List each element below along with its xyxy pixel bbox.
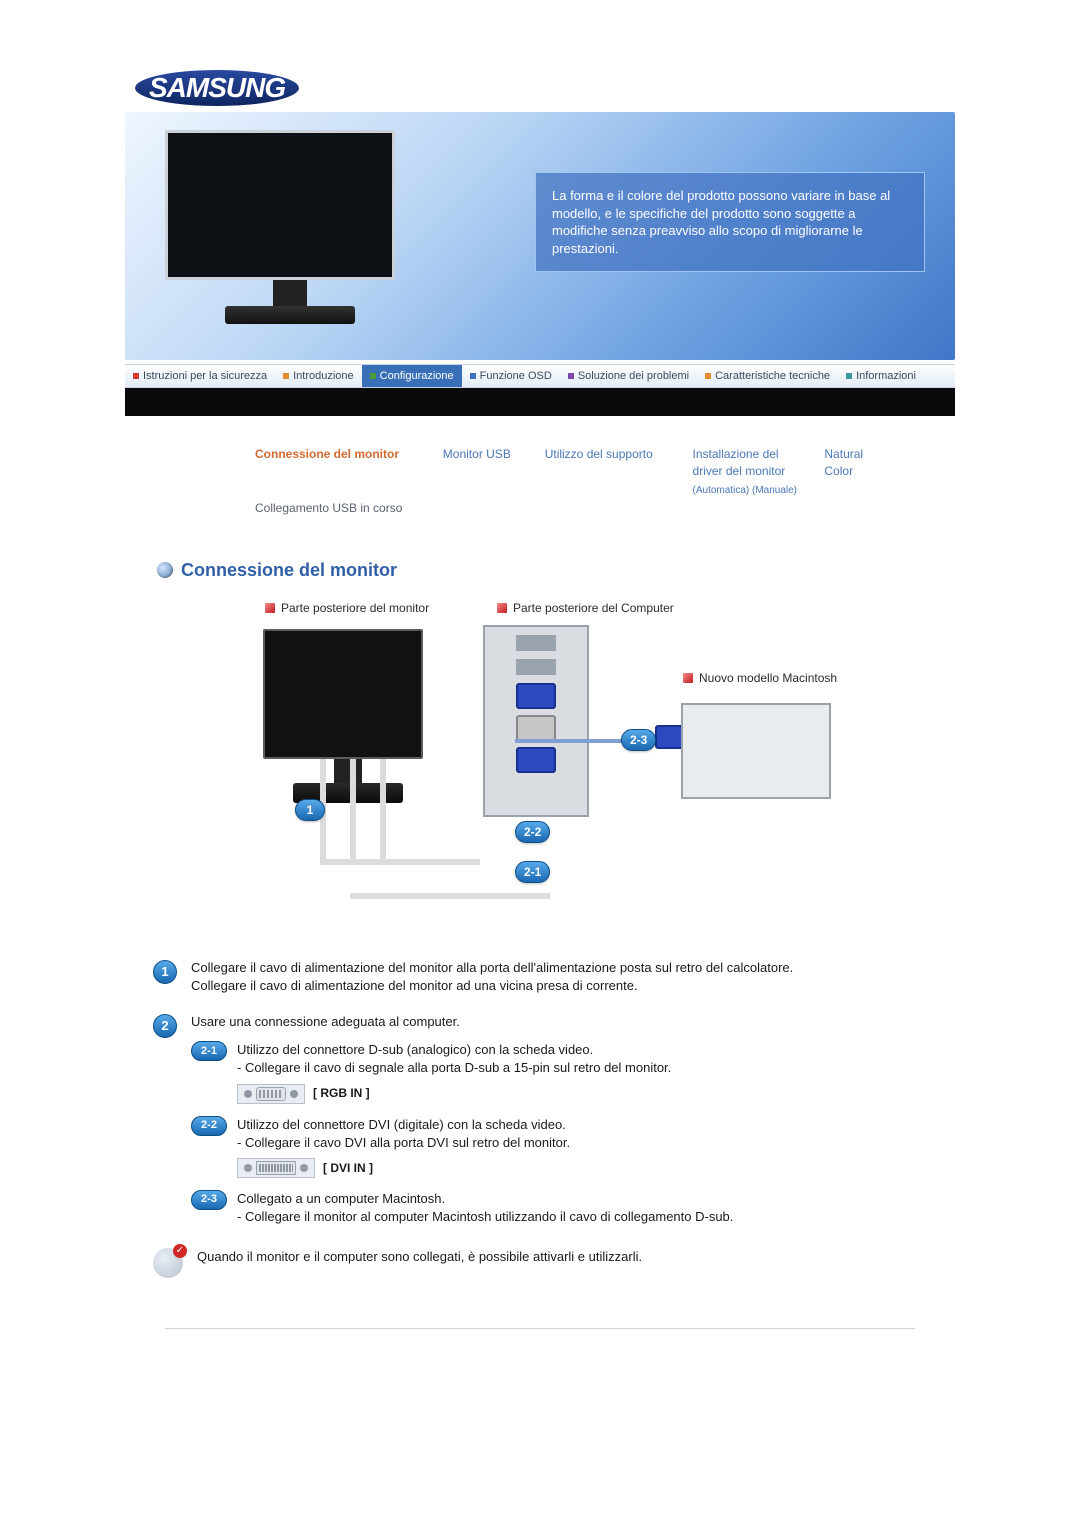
subtab-usb-connect[interactable]: Collegamento USB in corso [255, 500, 425, 517]
nav-bullet-icon [133, 373, 139, 379]
page: SAMSUNG La forma e il colore del prodott… [125, 70, 955, 1329]
substep-2-2: 2-2 Utilizzo del connettore DVI (digital… [191, 1116, 848, 1180]
sub-tabs: Connessione del monitor Monitor USB Util… [255, 446, 895, 518]
diagram-cable [380, 759, 386, 859]
callout-cube-icon [497, 603, 507, 613]
bottom-divider [165, 1328, 915, 1329]
rgb-port-label: [ RGB IN ] [313, 1085, 370, 1102]
substep-2-1: 2-1 Utilizzo del connettore D-sub (analo… [191, 1041, 848, 1105]
connection-diagram: Parte posteriore del monitor Parte poste… [205, 599, 845, 939]
step-2-text: Usare una connessione adeguata al comput… [191, 1013, 848, 1031]
nav-item-intro[interactable]: Introduzione [275, 370, 362, 382]
rgb-port-icon [237, 1084, 305, 1104]
hero-monitor-illustration [165, 130, 415, 340]
diagram-cable [350, 759, 356, 859]
step-1-text-b: Collegare il cavo di alimentazione del m… [191, 977, 793, 995]
dvi-port-label: [ DVI IN ] [323, 1160, 373, 1177]
nav-item-specs[interactable]: Caratteristiche tecniche [697, 370, 838, 382]
diagram-label-pc-back: Parte posteriore del Computer [497, 601, 674, 615]
substep-2-3: 2-3 Collegato a un computer Macintosh. -… [191, 1190, 848, 1226]
nav-item-info[interactable]: Informazioni [838, 370, 924, 382]
nav-bullet-icon [283, 373, 289, 379]
hero-banner: La forma e il colore del prodotto posson… [125, 112, 955, 360]
dvi-port-icon [237, 1158, 315, 1178]
nav-bullet-icon [470, 373, 476, 379]
diagram-marker-1: 1 [295, 799, 325, 821]
substep-badge-2-2: 2-2 [191, 1116, 227, 1136]
nav-item-config[interactable]: Configurazione [362, 365, 462, 387]
substep-list: 2-1 Utilizzo del connettore D-sub (analo… [191, 1041, 848, 1226]
subtab-monitor-usb[interactable]: Monitor USB [443, 447, 511, 461]
diagram-marker-2-1: 2-1 [515, 861, 550, 883]
substep-2-2-text-a: Utilizzo del connettore DVI (digitale) c… [237, 1116, 570, 1134]
diagram-marker-2-2: 2-2 [515, 821, 550, 843]
section-bullet-icon [157, 562, 173, 578]
callout-cube-icon [683, 673, 693, 683]
step-badge-2: 2 [153, 1014, 177, 1038]
step-1-text-a: Collegare il cavo di alimentazione del m… [191, 959, 793, 977]
diagram-mac [681, 703, 831, 799]
substep-badge-2-3: 2-3 [191, 1190, 227, 1210]
instructions: 1 Collegare il cavo di alimentazione del… [153, 959, 848, 1279]
instruction-step-2: 2 Usare una connessione adeguata al comp… [153, 1013, 848, 1230]
hero-disclaimer-callout: La forma e il colore del prodotto posson… [535, 172, 925, 272]
callout-cube-icon [265, 603, 275, 613]
step-badge-1: 1 [153, 960, 177, 984]
subtab-connection[interactable]: Connessione del monitor [255, 446, 425, 498]
subtab-driver-install[interactable]: Installazione del driver del monitor (Au… [693, 447, 797, 496]
nav-item-safety[interactable]: Istruzioni per la sicurezza [125, 370, 275, 382]
substep-2-1-text-a: Utilizzo del connettore D-sub (analogico… [237, 1041, 671, 1059]
nav-bullet-icon [705, 373, 711, 379]
section-header: Connessione del monitor [157, 560, 955, 581]
final-note-text: Quando il monitor e il computer sono col… [197, 1248, 642, 1278]
nav-item-osd[interactable]: Funzione OSD [462, 370, 560, 382]
section-title: Connessione del monitor [181, 560, 397, 581]
substep-2-2-text-b: - Collegare il cavo DVI alla porta DVI s… [237, 1134, 570, 1152]
diagram-label-mac: Nuovo modello Macintosh [683, 671, 837, 685]
rgb-port-row: [ RGB IN ] [237, 1084, 671, 1104]
main-nav: Istruzioni per la sicurezza Introduzione… [125, 364, 955, 388]
nav-bullet-icon [568, 373, 574, 379]
nav-bullet-icon [370, 373, 376, 379]
subtab-natural-color[interactable]: Natural Color [824, 447, 863, 478]
nav-item-troubleshoot[interactable]: Soluzione dei problemi [560, 370, 697, 382]
brand-logo-text: SAMSUNG [135, 70, 299, 106]
instruction-final-note: Quando il monitor e il computer sono col… [153, 1248, 848, 1278]
diagram-monitor-back [263, 629, 433, 819]
diagram-cable [350, 893, 550, 899]
nav-bullet-icon [846, 373, 852, 379]
diagram-label-monitor-back: Parte posteriore del monitor [265, 601, 429, 615]
diagram-cable [320, 859, 480, 865]
substep-2-3-text-b: - Collegare il monitor al computer Macin… [237, 1208, 733, 1226]
instruction-step-1: 1 Collegare il cavo di alimentazione del… [153, 959, 848, 995]
substep-2-3-text-a: Collegato a un computer Macintosh. [237, 1190, 733, 1208]
black-divider [125, 388, 955, 416]
brand-logo: SAMSUNG [135, 70, 955, 106]
subtab-stand[interactable]: Utilizzo del supporto [545, 447, 653, 461]
substep-badge-2-1: 2-1 [191, 1041, 227, 1061]
diagram-pc-back [483, 625, 589, 817]
substep-2-1-text-b: - Collegare il cavo di segnale alla port… [237, 1059, 671, 1077]
dvi-port-row: [ DVI IN ] [237, 1158, 570, 1178]
note-check-icon [153, 1248, 183, 1278]
diagram-marker-2-3: 2-3 [621, 729, 656, 751]
